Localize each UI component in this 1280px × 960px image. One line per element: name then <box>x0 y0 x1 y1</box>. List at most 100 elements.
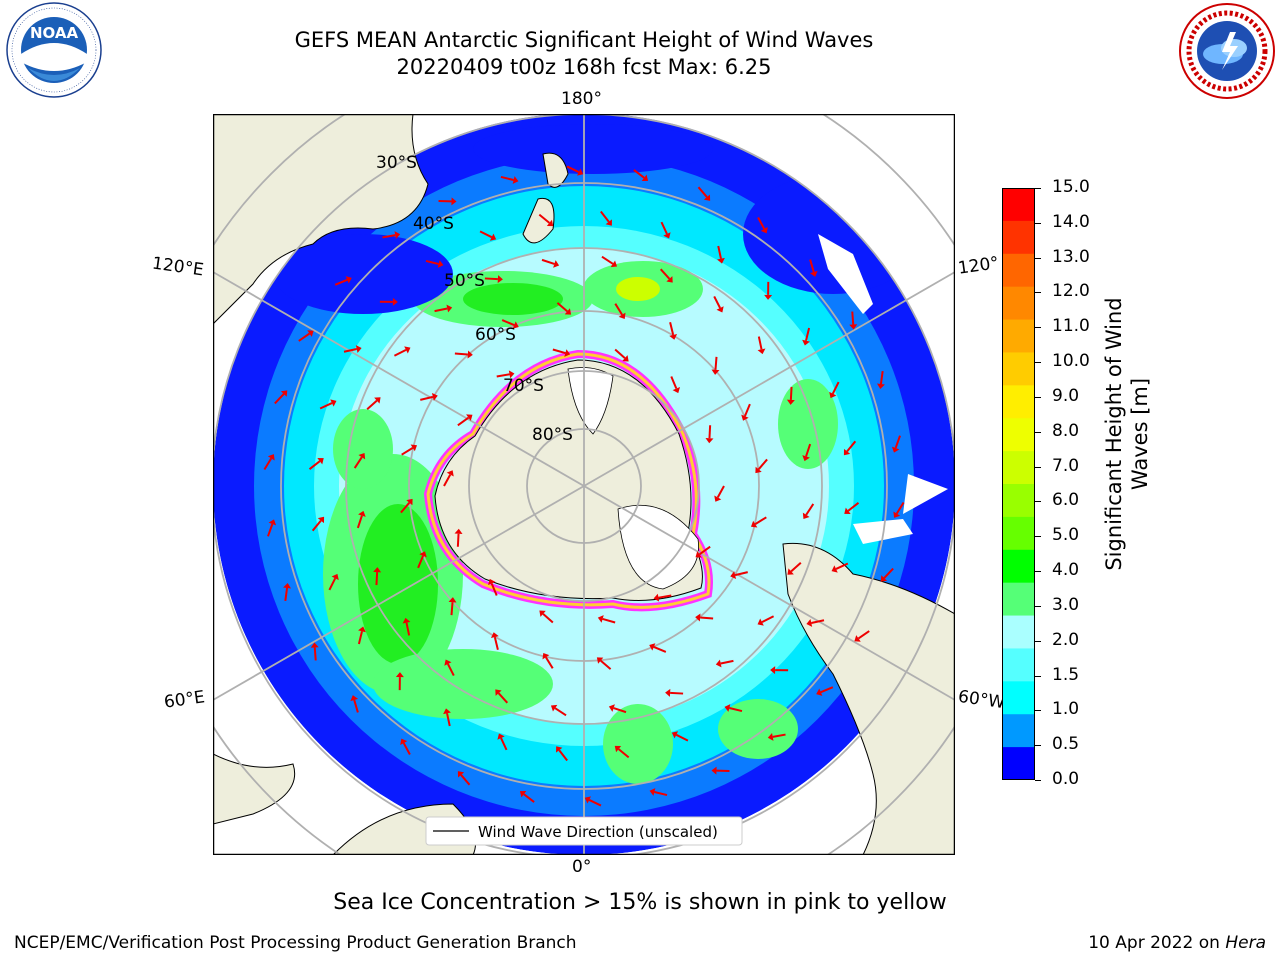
wave-arrow-head <box>512 176 519 184</box>
wave-arrow-shaft <box>734 571 748 577</box>
wave-arrow-head <box>755 466 762 474</box>
wave-arrow-shaft <box>375 572 379 586</box>
colorbar-tick <box>1035 292 1041 294</box>
wave-arrow-head <box>829 391 837 399</box>
wave-arrow-head <box>419 551 427 558</box>
wave-arrow-head <box>446 470 454 477</box>
wave-arrow-head <box>649 788 656 796</box>
wind-wave-arrows <box>263 165 905 807</box>
colorbar-tick-label: 11.0 <box>1052 316 1090 337</box>
colorbar-label: Significant Height of Wind Waves [m] <box>1101 234 1153 634</box>
wave-arrow-shaft <box>761 615 775 623</box>
colorbar-tick-label: 6.0 <box>1052 490 1080 511</box>
wave-arrow-shaft <box>654 791 668 797</box>
wave-arrow-shaft <box>633 169 645 179</box>
wave-arrow-head <box>608 704 615 712</box>
wave-arrow-head <box>467 350 473 359</box>
wave-arrow-head <box>307 330 314 337</box>
wave-arrow-head <box>497 733 505 740</box>
wave-arrow-shaft <box>729 707 743 713</box>
wave-arrow-head <box>542 652 550 660</box>
wave-arrow-shaft <box>497 692 509 704</box>
wave-arrow-head <box>374 397 381 404</box>
colorbar-tick-label: 1.0 <box>1052 699 1080 720</box>
wave-arrow-head <box>641 174 649 182</box>
colorbar-tick-label: 4.0 <box>1052 560 1080 581</box>
colorbar-swatch <box>1002 188 1035 222</box>
wave-arrow-head <box>437 260 444 268</box>
title-line-1: GEFS MEAN Antarctic Significant Height o… <box>294 28 874 52</box>
wave-arrow-shaft <box>716 485 725 498</box>
wave-arrow-head <box>539 610 546 617</box>
wave-arrow-shaft <box>541 258 555 265</box>
lat-label-80s: 80°S <box>532 425 573 445</box>
wave-arrow-head <box>546 219 554 227</box>
colorbar-frame <box>1002 188 1035 780</box>
footer-date-text: 10 Apr 2022 on <box>1088 933 1226 953</box>
wave-arrow-head <box>556 746 563 753</box>
wave-arrow-head <box>816 688 823 696</box>
wave-arrow-head <box>653 593 660 602</box>
wave-arrow-shaft <box>356 515 363 529</box>
wave-arrow-shaft <box>614 303 623 316</box>
wave-arrow-head <box>267 454 275 461</box>
wave-arrow-shaft <box>311 519 322 532</box>
wave-arrow-head <box>893 511 901 518</box>
wave-arrow-shaft <box>757 336 763 350</box>
noaa-logo: NOAA <box>6 2 102 98</box>
wave-arrow-shaft <box>400 502 411 514</box>
wave-arrow-shaft <box>879 370 884 385</box>
colorbar-swatch <box>1002 516 1035 551</box>
wave-arrow-head <box>358 510 366 517</box>
wave-arrow-head <box>880 575 888 582</box>
wave-arrow-head <box>392 297 398 306</box>
wave-arrow-shaft <box>600 659 612 670</box>
wave-arrow-head <box>843 448 851 456</box>
colorbar-tick-label: 3.0 <box>1052 594 1080 615</box>
wave-arrow-head <box>497 275 503 284</box>
wave-arrow-head <box>605 219 612 226</box>
colorbar-tick <box>1035 675 1041 677</box>
lon-label-60e: 60°E <box>162 687 207 713</box>
wave-arrow-shaft <box>757 217 766 230</box>
wave-arrow-head <box>876 383 885 389</box>
wave-arrow-head <box>671 731 679 739</box>
wave-arrow-head <box>487 578 496 586</box>
wave-arrow-head <box>711 766 717 775</box>
colorbar-tick-label: 14.0 <box>1052 211 1090 232</box>
wave-arrow-head <box>457 771 465 778</box>
wave-arrow-shaft <box>496 373 510 378</box>
wave-arrow-shaft <box>552 348 566 355</box>
wave-arrow-shaft <box>669 322 675 336</box>
wave-arrow-head <box>584 796 591 804</box>
wave-arrow-shaft <box>883 567 894 579</box>
wave-arrow-head <box>770 666 776 675</box>
wave-arrow-head <box>703 194 711 201</box>
footer-date: 10 Apr 2022 on Hera <box>1088 933 1266 953</box>
wave-arrow-head <box>767 732 774 741</box>
wave-arrow-shaft <box>602 617 616 624</box>
wave-arrow-head <box>596 657 604 664</box>
colorbar-tick-label: 9.0 <box>1052 385 1080 406</box>
wave-arrow-head <box>466 414 473 421</box>
wave-arrow-shaft <box>450 602 454 616</box>
wave-arrow-shaft <box>614 348 626 359</box>
svg-text:NOAA: NOAA <box>30 24 79 42</box>
wave-arrow-head <box>787 568 794 575</box>
wave-arrow-shaft <box>267 523 274 537</box>
lat-label-30s: 30°S <box>376 153 417 173</box>
wave-arrow-head <box>310 642 319 648</box>
svg-text:Wind Wave Direction (unscaled): Wind Wave Direction (unscaled) <box>478 823 718 841</box>
wave-arrow-shaft <box>613 707 627 714</box>
colorbar-tick <box>1035 710 1041 712</box>
antarctica <box>423 349 713 612</box>
colorbar-swatch <box>1002 385 1035 419</box>
wave-arrow-shaft <box>809 259 815 273</box>
colorbar-swatch <box>1002 714 1035 748</box>
wave-arrow-head <box>358 626 366 633</box>
wave-arrow-shaft <box>457 416 470 427</box>
wave-arrow-shaft <box>454 352 468 356</box>
colorbar-tick-label: 12.0 <box>1052 281 1090 302</box>
wave-arrow-shaft <box>402 742 411 755</box>
wave-arrow-shaft <box>382 234 396 239</box>
